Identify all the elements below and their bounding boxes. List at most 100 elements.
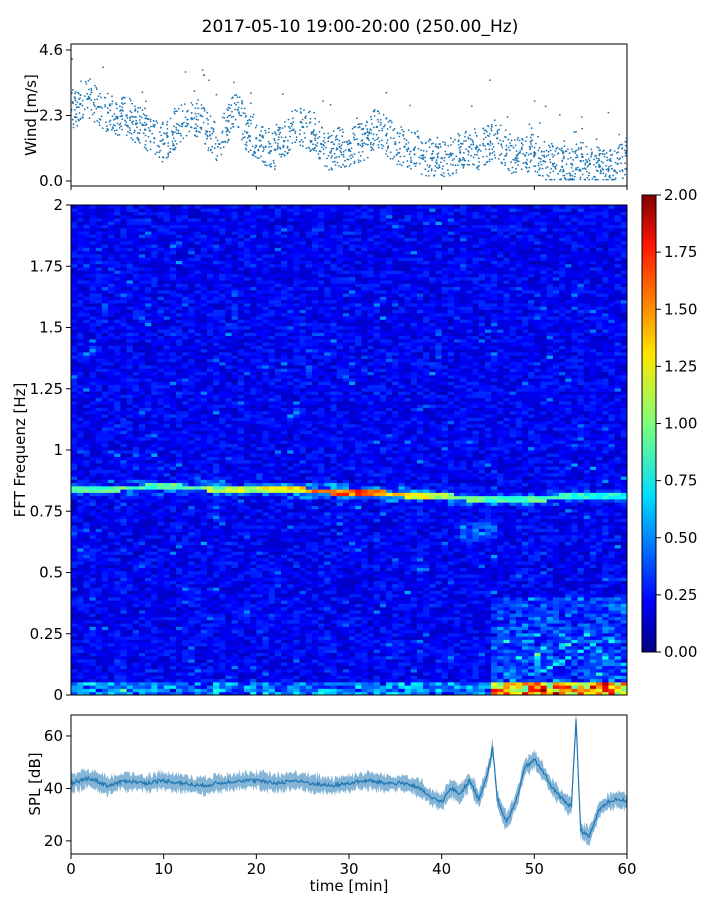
spectrogram-cell: [163, 433, 171, 438]
wind-point: [147, 118, 149, 121]
spectrogram-cell: [114, 374, 121, 379]
spectrogram-cell: [157, 489, 165, 493]
spectrogram-cell: [138, 508, 146, 513]
spectrogram-cell: [145, 267, 152, 271]
spectrogram-cell: [176, 492, 183, 497]
spectrogram-cell: [95, 378, 103, 382]
spectrogram-cell: [89, 567, 97, 572]
spectrogram-cell: [145, 619, 152, 624]
spectrogram-cell: [145, 515, 152, 519]
spectrogram-cell: [145, 450, 152, 454]
spectrogram-cell: [77, 479, 84, 484]
spectrogram-cell: [101, 534, 109, 539]
wind-point: [486, 142, 490, 146]
wind-point: [213, 147, 216, 150]
spectrogram-cell: [77, 469, 84, 474]
spectrogram-cell: [200, 668, 208, 673]
wind-point: [163, 132, 165, 135]
spectrogram-cell: [188, 231, 195, 235]
wind-point: [599, 149, 601, 152]
wind-point: [205, 130, 207, 132]
spectrogram-cell: [77, 276, 84, 281]
wind-point: [101, 107, 103, 109]
wind-point: [97, 95, 100, 98]
wind-point: [464, 159, 466, 162]
spectrogram-cell: [120, 606, 127, 611]
spectrogram-cell: [95, 276, 103, 281]
spectrogram-cell: [145, 688, 152, 693]
spectrogram-cell: [126, 642, 134, 647]
spectrogram-cell: [176, 662, 183, 666]
spectrogram-cell: [126, 659, 134, 663]
spectrogram-cell: [77, 407, 84, 412]
spectrogram-cell: [114, 240, 121, 245]
wind-point: [519, 152, 521, 154]
spectrogram-cell: [151, 551, 158, 555]
wind-point: [200, 104, 203, 106]
spectrogram-cell: [169, 662, 177, 666]
spectrogram-cell: [145, 613, 152, 617]
spectrogram-cell: [126, 306, 134, 310]
spectrogram-cell: [169, 525, 177, 529]
spectrogram-cell: [176, 521, 183, 526]
wind-point: [74, 99, 77, 102]
spectrogram-cell: [194, 479, 202, 484]
wind-point: [547, 175, 550, 178]
spectrogram-cell: [77, 681, 84, 686]
spectrogram-cell: [188, 247, 195, 252]
wind-point: [607, 178, 609, 181]
spectrogram-cell: [157, 570, 165, 575]
wind-point: [513, 139, 516, 141]
spectrogram-cell: [108, 348, 115, 353]
spectrogram-cell: [169, 642, 177, 647]
spectrogram-cell: [182, 322, 189, 327]
wind-point: [262, 150, 265, 153]
wind-point: [232, 115, 235, 118]
wind-point: [215, 136, 217, 139]
spectrogram-cell: [157, 636, 165, 640]
spectrogram-cell: [132, 603, 140, 608]
spectrogram-cell: [83, 329, 90, 333]
spectrogram-cell: [114, 384, 121, 389]
spectrogram-cell: [145, 214, 152, 219]
wind-point: [292, 128, 295, 131]
wind-point: [327, 132, 330, 135]
spectrogram-cell: [114, 672, 121, 676]
spectrogram-cell: [101, 205, 109, 209]
wind-point: [235, 94, 238, 96]
wind-point: [432, 175, 435, 177]
spectrogram-cell: [120, 319, 127, 323]
wind-point: [507, 167, 510, 170]
wind-point: [578, 147, 580, 149]
spectrogram-cell: [114, 378, 121, 382]
spectrogram-cell: [71, 410, 78, 415]
wind-point: [278, 128, 281, 131]
spectrogram-cell: [176, 381, 183, 386]
spectrogram-cell: [169, 270, 177, 274]
spectrogram-cell: [138, 639, 146, 644]
spectrogram-cell: [194, 469, 202, 474]
spectrogram-cell: [194, 322, 202, 327]
spectrogram-cell: [194, 247, 202, 252]
spectrogram-cell: [138, 391, 146, 395]
spectrogram-cell: [145, 551, 152, 555]
spectrogram-cell: [71, 276, 78, 281]
spectrogram-cell: [188, 672, 195, 676]
spectrogram-cell: [95, 244, 103, 248]
spectrogram-cell: [101, 260, 109, 265]
spectrogram-cell: [89, 505, 97, 510]
spectrogram-cell: [77, 355, 84, 359]
wind-point: [439, 145, 442, 148]
spectrogram-cell: [182, 541, 189, 546]
wind-point: [77, 92, 80, 95]
wind-point: [448, 156, 450, 159]
spectrogram-cell: [176, 659, 183, 663]
wind-point: [486, 130, 488, 133]
wind-point: [552, 170, 555, 173]
spectrogram-cell: [101, 619, 109, 624]
spectrogram-cell: [83, 541, 90, 546]
spectrogram-cell: [132, 270, 140, 274]
wind-point: [334, 160, 336, 163]
spectrogram-cell: [95, 286, 103, 291]
spectrogram-cell: [120, 557, 127, 562]
